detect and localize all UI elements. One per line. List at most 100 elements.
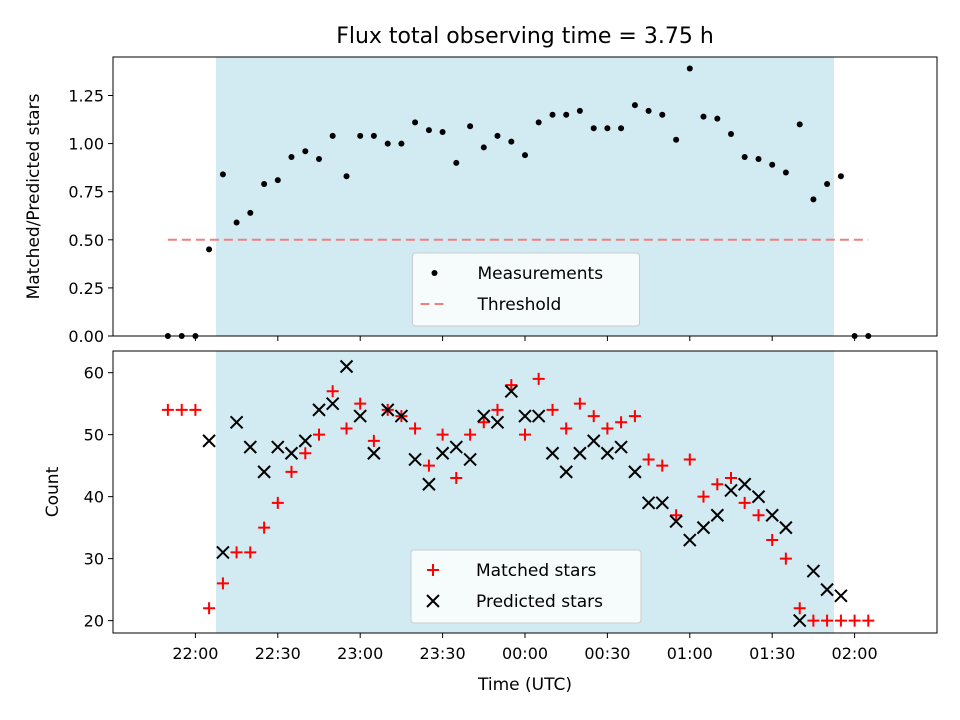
predicted-star-point xyxy=(312,403,326,417)
measurement-point xyxy=(659,111,666,118)
matched-star-point xyxy=(230,546,243,559)
predicted-star-point xyxy=(422,477,436,491)
measurement-point xyxy=(837,173,844,180)
x-tick-label: 01:30 xyxy=(749,644,795,663)
predicted-star-point xyxy=(463,452,477,467)
matched-star-point xyxy=(656,459,669,472)
matched-star-point xyxy=(615,416,628,429)
matched-star-point xyxy=(519,428,531,441)
x-tick-label: 01:00 xyxy=(667,644,713,663)
measurement-point xyxy=(439,129,446,136)
predicted-star-point xyxy=(243,440,257,454)
matched-star-point xyxy=(258,521,271,534)
measurement-point xyxy=(412,119,419,126)
measurement-point xyxy=(755,155,762,162)
measurement-point xyxy=(219,171,226,178)
measurement-point xyxy=(480,144,487,151)
measurement-point xyxy=(261,180,268,187)
predicted-star-point xyxy=(806,564,821,578)
predicted-star-point xyxy=(655,496,669,510)
matched-star-point xyxy=(532,372,545,385)
matched-star-point xyxy=(313,428,325,441)
predicted-star-point xyxy=(641,496,656,510)
matched-star-point xyxy=(450,472,463,485)
legend-label: Matched stars xyxy=(476,561,596,581)
measurement-point xyxy=(343,173,350,180)
matched-star-point xyxy=(546,403,559,416)
matched-star-point xyxy=(587,410,600,423)
predicted-star-point xyxy=(504,384,519,398)
x-tick-label: 00:00 xyxy=(502,644,548,663)
measurement-point xyxy=(425,127,432,134)
measurement-point xyxy=(329,132,336,139)
predicted-star-point xyxy=(545,446,560,460)
matched-star-point xyxy=(367,434,380,447)
measurement-point xyxy=(247,209,254,216)
matched-star-point xyxy=(821,614,834,627)
measurement-point xyxy=(590,125,597,132)
measurement-point xyxy=(316,155,322,162)
matched-star-point xyxy=(560,422,573,435)
predicted-star-point xyxy=(257,465,271,479)
predicted-star-point xyxy=(477,409,491,423)
time-x-axis-label: Time (UTC) xyxy=(477,675,572,695)
legend-label: Threshold xyxy=(477,295,562,315)
measurement-point xyxy=(302,148,309,155)
y-tick-label: 60 xyxy=(84,364,104,383)
measurement-point xyxy=(522,152,528,159)
measurement-point xyxy=(645,107,652,114)
y-tick-label: 40 xyxy=(84,488,104,507)
measurement-point xyxy=(618,125,625,132)
predicted-star-point xyxy=(531,409,546,423)
measurement-point xyxy=(782,169,789,176)
matched-star-point xyxy=(409,422,422,435)
predicted-star-point xyxy=(435,446,450,460)
predicted-star-point xyxy=(628,465,642,479)
predicted-star-point xyxy=(834,589,848,603)
x-tick-label: 22:30 xyxy=(255,644,301,663)
predicted-star-point xyxy=(683,533,697,547)
x-tick-label: 23:30 xyxy=(420,644,466,663)
ratio-y-axis-label: Matched/Predicted stars xyxy=(24,93,44,299)
matched-star-point xyxy=(725,472,737,485)
predicted-star-point xyxy=(381,403,395,417)
matched-star-point xyxy=(505,379,518,392)
predicted-star-point xyxy=(271,440,285,454)
measurement-point xyxy=(824,180,831,187)
predicted-star-point xyxy=(298,434,313,448)
matched-star-point xyxy=(862,614,875,627)
measurement-point xyxy=(288,154,295,161)
x-tick-label: 00:30 xyxy=(584,644,630,663)
count-y-axis-label: Count xyxy=(43,466,63,517)
predicted-star-point xyxy=(518,409,532,423)
matched-star-point xyxy=(766,534,779,547)
predicted-star-point xyxy=(600,446,615,460)
predicted-star-point xyxy=(710,508,725,522)
predicted-star-point xyxy=(587,434,601,448)
matched-star-point xyxy=(807,614,820,627)
y-tick-label: 0.00 xyxy=(68,327,104,346)
x-tick-label: 02:00 xyxy=(832,644,878,663)
y-tick-label: 0.75 xyxy=(68,183,104,202)
predicted-star-point xyxy=(325,396,340,411)
y-tick-label: 1.25 xyxy=(68,86,104,105)
matched-star-point xyxy=(271,496,284,509)
matched-star-point xyxy=(299,447,312,460)
matched-star-point xyxy=(779,552,792,565)
legend-x-icon xyxy=(426,594,440,608)
measurement-point xyxy=(741,154,748,161)
matched-star-point xyxy=(683,453,696,466)
measurement-point xyxy=(233,219,240,226)
predicted-star-point xyxy=(793,613,807,628)
predicted-star-point xyxy=(353,409,367,423)
measurement-point xyxy=(508,138,515,145)
legend-box xyxy=(412,252,640,327)
predicted-star-point xyxy=(339,359,354,374)
predicted-star-point xyxy=(820,582,834,597)
matched-star-point xyxy=(161,403,174,416)
legend-label: Measurements xyxy=(478,264,604,284)
count-points xyxy=(161,359,875,628)
matched-star-point xyxy=(642,453,655,466)
x-tick-label: 23:00 xyxy=(337,644,383,663)
